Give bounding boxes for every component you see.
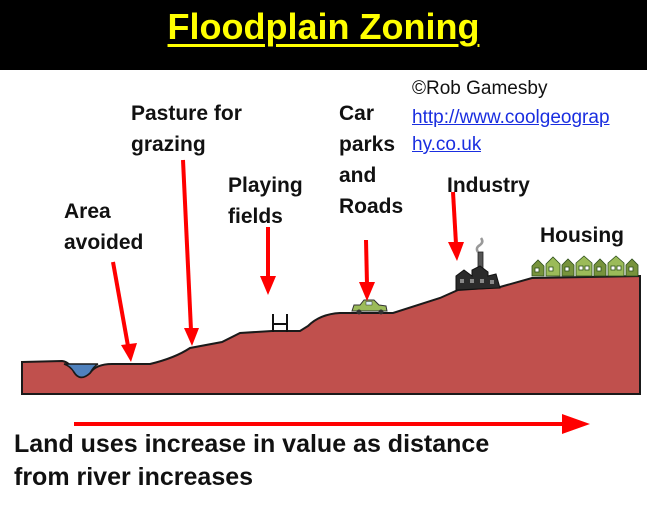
caption-line-2: from river increases — [14, 463, 254, 491]
label-housing: Housing — [540, 224, 624, 247]
caption: Land uses increase in value as distance … — [14, 428, 634, 494]
arrow-playing-fields — [260, 227, 276, 295]
source-link-line-2[interactable]: hy.co.uk — [412, 134, 482, 155]
arrow-area-avoided — [111, 261, 137, 362]
goal-posts-icon — [272, 314, 288, 332]
arrow-pasture — [181, 159, 199, 346]
label-pasture: Pasture for grazing — [131, 102, 242, 156]
car-icon — [351, 299, 388, 315]
factory-icon — [455, 237, 501, 291]
label-playing-fields: Playing fields — [228, 174, 303, 228]
caption-line-1: Land uses increase in value as distance — [14, 430, 490, 458]
title-bar: Floodplain Zoning — [0, 0, 647, 70]
label-industry: Industry — [447, 174, 530, 197]
label-car-parks: Car parks and Roads — [339, 102, 404, 218]
diagram-title: Floodplain Zoning — [167, 6, 480, 47]
arrow-industry — [448, 191, 464, 261]
value-increase-arrow — [74, 414, 590, 434]
source-link-line-1[interactable]: http://www.coolgeograp — [412, 107, 610, 128]
ground-profile — [21, 274, 641, 395]
river-channel — [63, 363, 99, 378]
label-area-avoided: Area avoided — [64, 200, 144, 254]
credit-text: ©Rob Gamesby — [412, 78, 548, 99]
arrow-car-parks — [359, 239, 375, 301]
houses-icon — [531, 255, 639, 277]
